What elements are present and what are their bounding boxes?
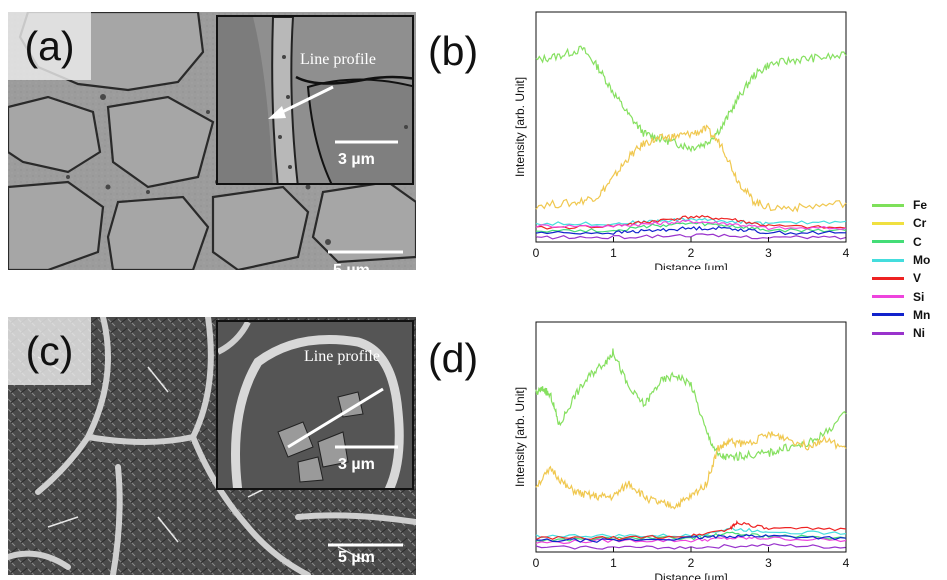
- line-profile-line-c: [287, 387, 384, 449]
- legend-item-v: V: [872, 269, 944, 287]
- x-tick-label: 0: [533, 556, 540, 570]
- legend-swatch: [872, 203, 904, 207]
- series-line-si: [535, 219, 847, 231]
- y-axis-label: Intensity [arb. Unit]: [513, 387, 527, 487]
- x-tick-label: 4: [843, 556, 850, 570]
- series-line-mn: [535, 225, 847, 236]
- legend-item-ni: Ni: [872, 324, 944, 342]
- series-line-mn: [535, 534, 847, 543]
- x-tick-label: 1: [610, 246, 617, 260]
- series-line-cr: [535, 124, 847, 213]
- scale-label-a: 5 µm: [333, 262, 370, 270]
- line-profile-label-c: Line profile: [304, 348, 380, 365]
- series-line-ni: [535, 543, 847, 550]
- series-line-v: [535, 519, 847, 541]
- line-profile-chart-d: 0 1 2 3 4 Distance [um] Intensity [arb. Unit]: [513, 321, 850, 580]
- legend-label: Fe: [913, 198, 928, 213]
- legend-item-mn: Mn: [872, 306, 944, 324]
- legend-swatch: [872, 276, 904, 280]
- legend-item-si: Si: [872, 287, 944, 305]
- legend-swatch: [872, 295, 904, 299]
- legend-label: Si: [913, 289, 925, 304]
- micrograph-c: (c) Line profile 3 µm 5 µm: [8, 317, 416, 575]
- x-tick-label: 3: [765, 556, 772, 570]
- x-axis-label: Distance [um]: [654, 261, 727, 270]
- plot-frame: [535, 321, 847, 553]
- series-line-ni: [535, 233, 847, 240]
- x-tick-label: 2: [688, 556, 695, 570]
- line-profile-chart-b: 0 1 2 3 4 Distance [um] Intensity [arb. Unit]: [513, 11, 850, 270]
- panel-d-label: (d): [428, 335, 479, 381]
- plot-frame: [535, 11, 847, 243]
- legend-label: Ni: [913, 326, 925, 341]
- inset-scale-label-c: 3 µm: [338, 456, 375, 473]
- legend-swatch: [872, 331, 904, 335]
- series-line-c: [535, 222, 847, 233]
- x-tick-label: 2: [688, 246, 695, 260]
- legend-label: V: [913, 271, 922, 286]
- line-profile-arrow-a: [279, 85, 334, 115]
- panel-b-label: (b): [428, 28, 479, 74]
- panel-a-label: (a): [8, 12, 91, 80]
- legend-label: C: [913, 234, 922, 249]
- inset-scale-label-a: 3 µm: [338, 151, 375, 168]
- line-profile-label-a: Line profile: [300, 51, 376, 68]
- arrow-head-icon: [268, 106, 286, 119]
- legend-item-mo: Mo: [872, 251, 944, 269]
- series-line-fe: [535, 348, 847, 462]
- scale-label-c: 5 µm: [338, 549, 375, 566]
- series-line-mo: [535, 217, 847, 226]
- chart-legend: Fe Cr C Mo V Si Mn Ni: [872, 196, 944, 342]
- legend-swatch: [872, 221, 904, 225]
- scale-bar-c-layer: [328, 543, 403, 547]
- legend-item-fe: Fe: [872, 196, 944, 214]
- x-tick-label: 4: [843, 246, 850, 260]
- scale-bar-a-layer: [328, 250, 403, 254]
- series-line-cr: [535, 431, 847, 510]
- x-tick-label: 3: [765, 246, 772, 260]
- x-tick-label: 0: [533, 246, 540, 260]
- legend-item-c: C: [872, 233, 944, 251]
- legend-swatch: [872, 240, 904, 244]
- inset-c-image: [218, 322, 412, 488]
- panel-c-label: (c): [8, 317, 91, 385]
- series-line-fe: [535, 45, 847, 153]
- inset-a-image: [218, 17, 412, 183]
- legend-label: Mn: [913, 307, 931, 322]
- inset-c: Line profile 3 µm: [216, 320, 414, 490]
- inset-a: Line profile 3 µm: [216, 15, 414, 185]
- legend-label: Cr: [913, 216, 927, 231]
- y-axis-label: Intensity [arb. Unit]: [513, 77, 527, 177]
- legend-swatch: [872, 313, 904, 317]
- micrograph-a: (a) Line profile 3 µm 5 µm: [8, 12, 416, 270]
- x-tick-label: 1: [610, 556, 617, 570]
- legend-label: Mo: [913, 253, 931, 268]
- legend-item-cr: Cr: [872, 214, 944, 232]
- legend-swatch: [872, 258, 904, 262]
- x-axis-label: Distance [um]: [654, 571, 727, 580]
